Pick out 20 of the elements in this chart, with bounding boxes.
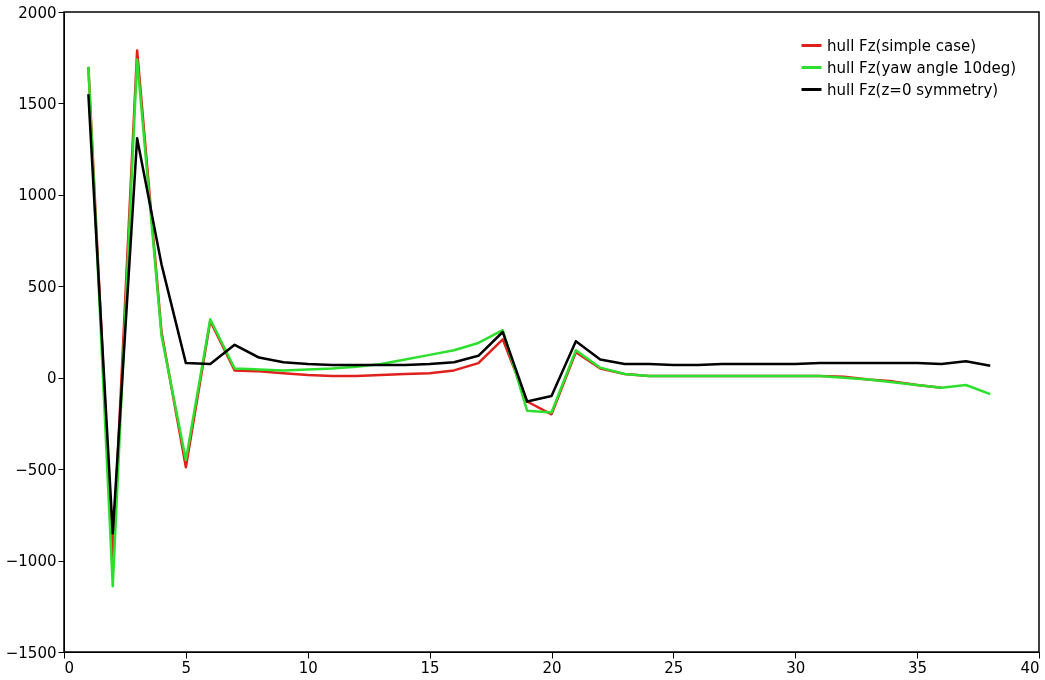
x-tick-label: 30 — [786, 658, 806, 677]
x-tick-label: 5 — [181, 658, 192, 677]
x-tick-label: 40 — [1020, 658, 1040, 677]
y-tick-label: 0 — [46, 369, 57, 388]
x-tick-label: 25 — [664, 658, 684, 677]
x-tick-label: 15 — [420, 658, 440, 677]
legend-label: hull Fz(simple case) — [827, 36, 977, 55]
x-tick-label: 20 — [542, 658, 562, 677]
y-tick-label: 1000 — [18, 186, 57, 205]
x-tick-label: 10 — [298, 658, 318, 677]
x-tick-label: 35 — [908, 658, 928, 677]
x-tick-label: 0 — [64, 658, 75, 677]
y-tick-label: −1000 — [5, 552, 57, 571]
y-tick-label: −1500 — [5, 643, 57, 662]
y-tick-label: 500 — [27, 277, 57, 296]
y-tick-label: −500 — [15, 460, 57, 479]
legend-label: hull Fz(yaw angle 10deg) — [827, 58, 1017, 77]
y-tick-label: 2000 — [18, 3, 57, 22]
y-tick-label: 1500 — [18, 94, 57, 113]
legend-label: hull Fz(z=0 symmetry) — [827, 80, 999, 99]
